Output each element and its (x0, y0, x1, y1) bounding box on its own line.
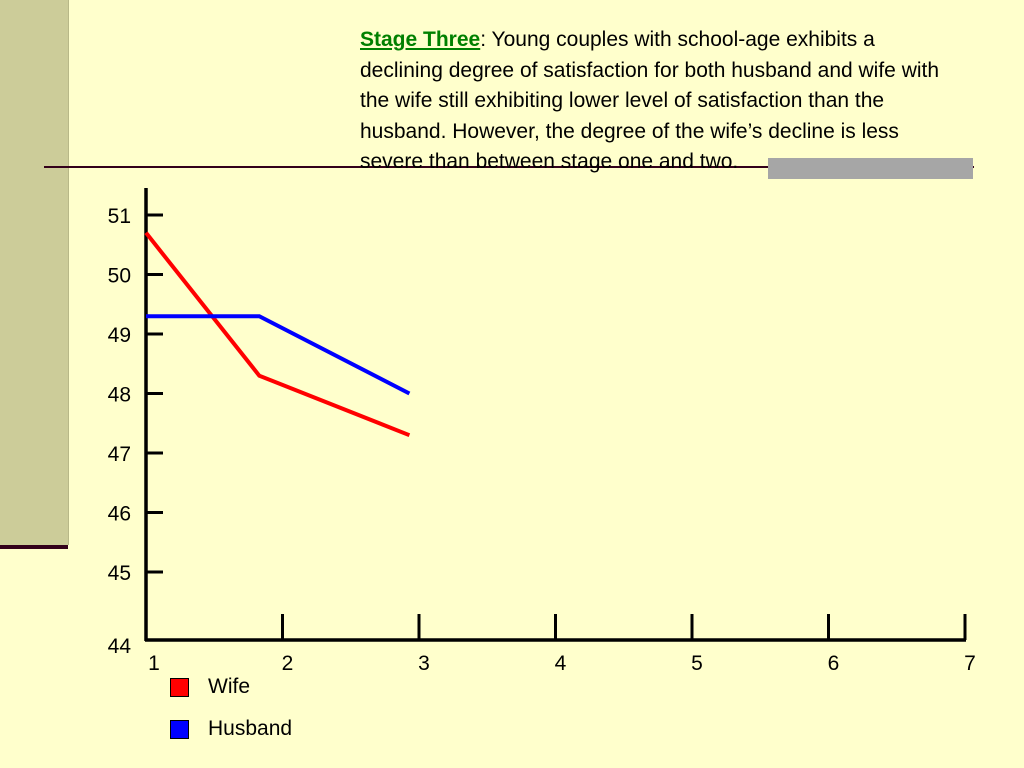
legend-label-husband: Husband (208, 717, 293, 740)
side-accent-band (0, 0, 69, 545)
series-line-wife (144, 231, 411, 438)
x-tick-label-7: 7 (964, 652, 976, 675)
legend-item-wife: Wife (170, 675, 292, 698)
y-tick-label-49: 49 (108, 324, 131, 347)
stage-heading: Stage Three (360, 28, 481, 51)
x-tick-label-1: 1 (148, 652, 160, 675)
x-tick-label-4: 4 (555, 652, 567, 675)
y-tick-label-46: 46 (108, 503, 131, 526)
decorative-grey-block (768, 158, 973, 179)
y-tick-label-50: 50 (108, 265, 131, 288)
y-tick-label-51: 51 (108, 205, 131, 228)
legend-swatch-husband (170, 719, 189, 739)
side-accent-rule (0, 545, 68, 549)
y-tick-label-44: 44 (108, 635, 132, 658)
stage-description: : Young couples with school-age exhibits… (360, 28, 940, 173)
x-tick-label-3: 3 (418, 652, 430, 675)
y-tick-label-45: 45 (108, 562, 131, 585)
legend-label-wife: Wife (208, 675, 250, 698)
chart-legend: Wife Husband (170, 675, 293, 760)
x-tick-label-6: 6 (828, 652, 840, 675)
legend-swatch-wife (170, 677, 189, 697)
x-tick-label-2: 2 (282, 652, 294, 675)
y-tick-label-47: 47 (108, 443, 131, 466)
legend-item-husband: Husband (170, 717, 293, 740)
y-tick-label-48: 48 (108, 384, 131, 407)
title-divider-rule (44, 166, 974, 168)
x-tick-label-5: 5 (691, 652, 703, 675)
stage-caption: Stage Three: Young couples with school-a… (360, 25, 950, 178)
